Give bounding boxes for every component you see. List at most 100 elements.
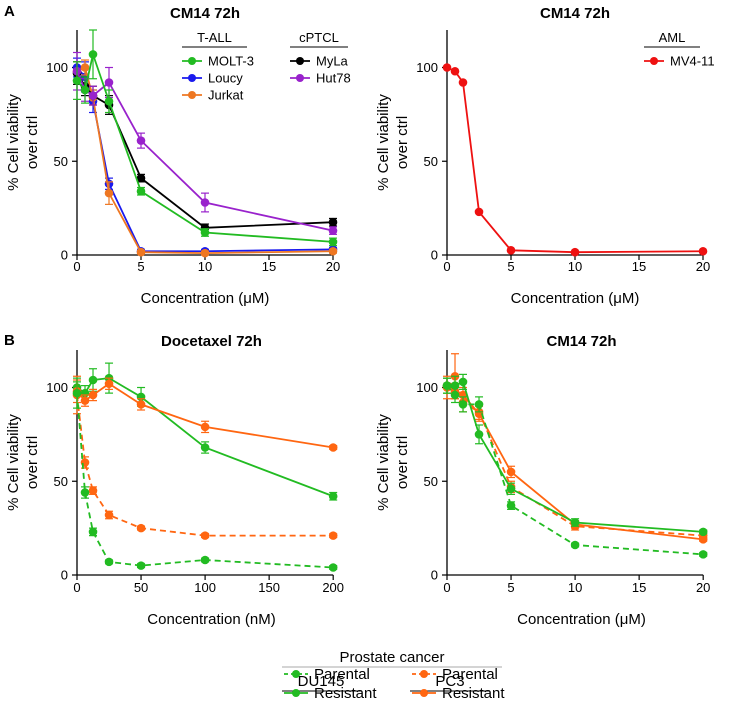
chart-0-legend-title: T-ALL: [197, 30, 232, 45]
chart-2-line-du145-parental: [76, 393, 334, 569]
chart-1-legend-marker: [650, 57, 658, 65]
chart-3-point-du145-resistant: [570, 518, 580, 527]
chart-b-left: Docetaxel 72h 0 50 100 0 50 100 150 200 Concentra…: [5, 333, 344, 628]
chart-2-point-pc3-parental: [88, 486, 98, 495]
chart-3-title: CM14 72h: [546, 333, 616, 350]
legend-pc3-title: PC3: [435, 673, 464, 690]
chart-2-point-pc3-resistant: [80, 396, 90, 405]
chart-3-xtick-label: 10: [568, 580, 582, 595]
chart-2-point-pc3-parental: [104, 510, 114, 520]
chart-2-point-pc3-resistant: [200, 422, 210, 432]
chart-0-point-jurkat: [328, 246, 338, 256]
chart-2-ytick-label: 50: [54, 474, 68, 489]
chart-0-point-hut78: [136, 136, 146, 145]
chart-0-y-axis-label: % Cell viability over ctrl: [5, 94, 41, 191]
chart-0-point-molt-3: [200, 228, 210, 237]
chart-1-point-mv4-11: [442, 63, 452, 72]
chart-2-point-pc3-parental: [200, 531, 210, 540]
chart-b-right: CM14 72h 0 50 100 0 5 10 15 20 Concentration (μM)…: [375, 333, 710, 628]
chart-3-point-pc3-resistant: [698, 535, 708, 544]
chart-1-xtick-label: 5: [507, 259, 514, 274]
chart-1-legend-aml: AML MV4-11: [644, 30, 715, 69]
chart-3-xtick-label: 0: [443, 580, 450, 595]
chart-0-legend-label: Loucy: [208, 71, 243, 86]
chart-2-point-du145-resistant: [328, 491, 338, 501]
chart-3-point-du145-parental: [458, 400, 468, 409]
chart-3-xtick-label: 5: [507, 580, 514, 595]
chart-2-point-pc3-resistant: [136, 400, 146, 409]
chart-0-point-jurkat: [200, 248, 210, 258]
chart-3-point-du145-resistant: [458, 377, 468, 387]
chart-0-xtick-label: 20: [326, 259, 340, 274]
chart-0-legend-label: Hut78: [316, 71, 351, 86]
chart-0-xtick-label: 10: [198, 259, 212, 274]
chart-0-x-axis-label: Concentration (μM): [141, 290, 270, 307]
legend-du145-parental-marker: [292, 670, 300, 678]
panel-label-a: A: [4, 3, 15, 20]
chart-3-series-du145-resistant: [442, 373, 708, 537]
chart-0-point-molt-3: [88, 50, 98, 59]
chart-0-title: CM14 72h: [170, 5, 240, 22]
chart-0-xtick-label: 5: [137, 259, 144, 274]
chart-0-point-myla: [136, 173, 146, 183]
chart-0-point-jurkat: [104, 188, 114, 198]
chart-2-y-axis-label: % Cell viability over ctrl: [5, 414, 41, 511]
legend-du145-parental-label: Parental: [314, 666, 370, 683]
legend-du145-resistant-label: Resistant: [314, 685, 377, 702]
chart-0-legend-marker: [188, 74, 196, 82]
chart-1-point-mv4-11: [506, 246, 516, 255]
chart-2-x-axis-label: Concentration (nM): [147, 611, 275, 628]
chart-0-point-jurkat: [80, 63, 90, 72]
chart-0-ytick-label: 0: [61, 248, 68, 263]
chart-3-x-axis-label: Concentration (μM): [517, 611, 646, 628]
chart-2-point-pc3-resistant: [88, 390, 98, 400]
chart-2-xtick-label: 50: [134, 580, 148, 595]
chart-0-ytick-label: 100: [46, 60, 68, 75]
chart-0-xtick-label: 0: [73, 259, 80, 274]
chart-3-ytick-label: 0: [431, 568, 438, 583]
chart-3-point-du145-parental: [450, 390, 460, 400]
chart-2-ytick-label: 100: [46, 380, 68, 395]
legend-prostate-title: Prostate cancer: [339, 649, 444, 666]
chart-0-legend-cptcl: cPTCL MyLa Hut78: [290, 30, 351, 86]
chart-1-point-mv4-11: [698, 246, 708, 256]
chart-2-point-du145-parental: [136, 561, 146, 570]
chart-1-ytick-label: 0: [431, 248, 438, 263]
chart-0-point-hut78: [328, 226, 338, 235]
chart-a-right: CM14 72h 0 50 100 0 5 10 15 20 Concentration (μM)…: [375, 5, 715, 307]
chart-1-xtick-label: 0: [443, 259, 450, 274]
chart-0-point-jurkat: [136, 247, 146, 257]
chart-3-line-pc3-parental: [446, 374, 704, 537]
chart-2-title: Docetaxel 72h: [161, 333, 262, 350]
chart-3-point-du145-parental: [698, 550, 708, 559]
chart-2-point-du145-parental: [80, 488, 90, 497]
chart-1-xtick-label: 10: [568, 259, 582, 274]
chart-3-point-du145-resistant: [698, 527, 708, 537]
chart-1-series-mv4-11: [442, 63, 708, 257]
chart-2-xtick-label: 150: [258, 580, 280, 595]
chart-3-point-du145-resistant: [474, 430, 484, 439]
chart-3-series-pc3-parental: [442, 353, 708, 540]
chart-1-title: CM14 72h: [540, 5, 610, 22]
chart-2-xtick-label: 200: [322, 580, 344, 595]
chart-0-legend-marker: [296, 57, 304, 65]
chart-1-x-axis-label: Concentration (μM): [511, 290, 640, 307]
chart-2-point-du145-parental: [328, 563, 338, 572]
chart-0-point-hut78: [88, 91, 98, 100]
chart-2-point-pc3-parental: [328, 531, 338, 540]
chart-1-y-axis-label: % Cell viability over ctrl: [375, 94, 411, 191]
chart-3-series-du145-parental: [442, 377, 708, 559]
chart-3-point-du145-parental: [506, 501, 516, 510]
chart-0-point-molt-3: [104, 96, 114, 106]
chart-2-point-pc3-parental: [136, 523, 146, 533]
chart-1-point-mv4-11: [474, 207, 484, 217]
chart-2-point-du145-parental: [200, 555, 210, 565]
chart-3-point-du145-parental: [442, 381, 452, 390]
chart-2-point-pc3-resistant: [104, 379, 114, 389]
chart-2-point-du145-resistant: [200, 443, 210, 452]
chart-0-legend-marker: [188, 91, 196, 99]
chart-2-point-du145-parental: [104, 557, 114, 567]
chart-3-y-axis-label: % Cell viability over ctrl: [375, 414, 411, 511]
chart-3-line-pc3-resistant: [446, 384, 704, 541]
